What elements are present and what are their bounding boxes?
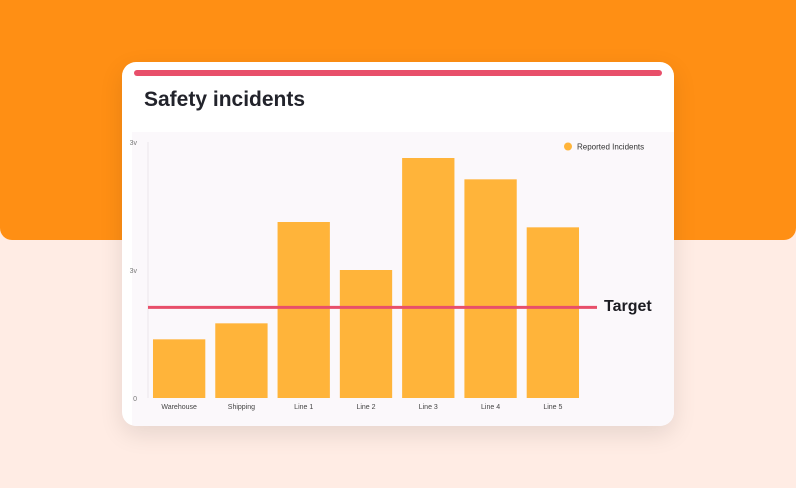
bar-line-1 [277, 222, 330, 398]
y-tick-label-1: 3v [130, 268, 138, 275]
x-tick-label-line-1: Line 1 [294, 404, 313, 411]
x-tick-label-line-2: Line 2 [356, 404, 375, 411]
y-tick-label-0: 0 [133, 396, 137, 403]
legend-label: Reported Incidents [577, 143, 644, 152]
bar-line-4 [464, 179, 517, 398]
x-tick-label-line-5: Line 5 [543, 404, 562, 411]
y-tick-label-2: 3v [130, 140, 138, 147]
bar-shipping [215, 323, 268, 398]
x-tick-label-shipping: Shipping [228, 404, 255, 411]
bar-line-2 [339, 270, 393, 398]
card-title: Safety incidents [144, 88, 306, 111]
x-tick-label-warehouse: Warehouse [161, 404, 197, 411]
legend-swatch [564, 142, 572, 151]
x-tick-label-line-3: Line 3 [419, 404, 438, 411]
card-accent-bar [134, 70, 662, 76]
x-tick-label-line-4: Line 4 [481, 404, 500, 411]
target-label: Target [604, 298, 652, 315]
bar-warehouse [152, 339, 206, 398]
bar-line-3 [402, 158, 455, 398]
bar-line-5 [526, 227, 580, 398]
